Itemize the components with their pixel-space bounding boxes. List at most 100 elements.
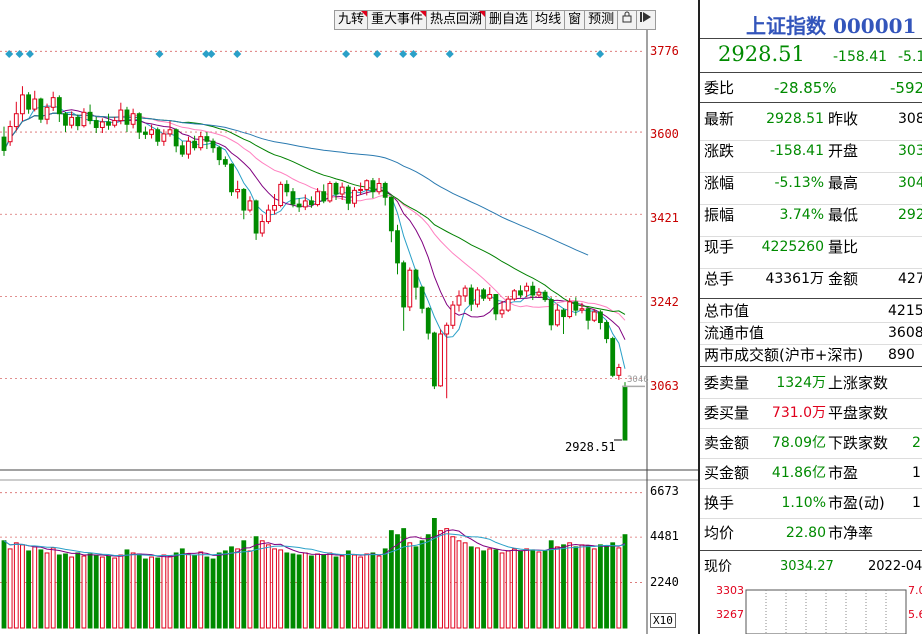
candle[interactable] [149, 124, 154, 139]
candle[interactable] [407, 267, 413, 312]
candle[interactable] [216, 145, 222, 166]
event-marker[interactable] [25, 50, 34, 58]
toolbar-major-events[interactable]: 重大事件 [367, 10, 428, 30]
candle[interactable] [530, 281, 536, 301]
toolbar-moving-average[interactable]: 均线 [531, 10, 566, 30]
candle[interactable] [579, 302, 585, 314]
toolbar-window[interactable]: 窗 [564, 10, 586, 30]
lock-icon[interactable] [617, 10, 638, 30]
candle[interactable] [272, 194, 277, 215]
candle[interactable] [87, 104, 93, 125]
candle[interactable] [542, 289, 548, 302]
candle[interactable] [364, 179, 370, 196]
candle[interactable] [173, 128, 179, 153]
candle[interactable] [192, 135, 198, 151]
candle[interactable] [370, 177, 376, 199]
event-marker[interactable] [373, 50, 382, 58]
candle[interactable] [7, 120, 13, 146]
candle[interactable] [468, 284, 474, 312]
candle[interactable] [554, 304, 560, 327]
candle[interactable] [229, 163, 234, 196]
candle[interactable] [327, 181, 333, 203]
candle[interactable] [536, 288, 542, 298]
candle[interactable] [167, 121, 173, 137]
event-marker[interactable] [5, 50, 14, 58]
candle[interactable] [75, 114, 81, 131]
candle[interactable] [198, 132, 204, 151]
candle[interactable] [388, 196, 394, 243]
candle[interactable] [548, 297, 554, 331]
candle[interactable] [431, 331, 437, 390]
candle[interactable] [597, 310, 603, 330]
toolbar-jiuzhuan[interactable]: 九转 [334, 10, 369, 30]
candle[interactable] [20, 86, 25, 122]
candle[interactable] [401, 260, 407, 331]
candle[interactable] [573, 297, 579, 316]
candle[interactable] [204, 132, 210, 150]
candle[interactable] [358, 182, 364, 195]
candle[interactable] [444, 322, 450, 399]
candle[interactable] [106, 113, 111, 130]
candle[interactable] [26, 92, 32, 114]
candle[interactable] [315, 188, 320, 207]
candle[interactable] [524, 282, 530, 298]
candle[interactable] [32, 90, 38, 112]
event-marker[interactable] [233, 50, 242, 58]
event-marker[interactable] [409, 50, 418, 58]
event-marker[interactable] [155, 50, 164, 58]
candle[interactable] [382, 181, 388, 206]
candle[interactable] [38, 97, 44, 123]
candle[interactable] [413, 268, 419, 300]
candle[interactable] [210, 138, 216, 153]
candle[interactable] [63, 111, 68, 133]
candle[interactable] [309, 196, 314, 208]
candle[interactable] [130, 108, 136, 129]
candle[interactable] [438, 329, 443, 387]
candle[interactable] [302, 194, 308, 211]
candle[interactable] [505, 295, 511, 312]
candle[interactable] [518, 285, 523, 298]
candle[interactable] [481, 288, 486, 301]
candle[interactable] [333, 181, 339, 200]
candle[interactable] [124, 106, 130, 133]
candle[interactable] [186, 136, 191, 159]
candle[interactable] [321, 184, 327, 204]
candle[interactable] [499, 300, 505, 318]
event-marker[interactable] [207, 50, 216, 58]
candle[interactable] [253, 199, 259, 240]
candle[interactable] [376, 177, 382, 195]
candle[interactable] [235, 180, 241, 199]
candle[interactable] [265, 204, 271, 224]
candle[interactable] [179, 141, 185, 157]
candle[interactable] [493, 294, 499, 321]
candle[interactable] [487, 287, 493, 301]
candle[interactable] [241, 188, 247, 220]
event-marker[interactable] [15, 50, 24, 58]
candle[interactable] [339, 182, 345, 200]
candle[interactable] [136, 112, 142, 139]
candle[interactable] [567, 298, 573, 319]
event-marker[interactable] [596, 50, 605, 58]
candle[interactable] [161, 129, 167, 146]
candle[interactable] [395, 224, 400, 275]
candle[interactable] [118, 102, 124, 125]
event-marker[interactable] [202, 50, 211, 58]
candle[interactable] [290, 188, 296, 208]
play-right-icon[interactable] [636, 10, 657, 30]
candle[interactable] [44, 103, 50, 125]
candle[interactable] [475, 287, 480, 308]
candle[interactable] [93, 116, 99, 133]
candle[interactable] [56, 95, 62, 122]
candle[interactable] [345, 184, 351, 211]
candle[interactable] [425, 306, 431, 340]
candle[interactable] [284, 180, 290, 197]
toolbar-remove-favorite[interactable]: 删自选 [485, 10, 533, 30]
candle[interactable] [296, 198, 302, 212]
candle[interactable] [462, 285, 468, 302]
candle[interactable] [591, 309, 597, 323]
candle[interactable] [352, 187, 357, 208]
candle[interactable] [450, 300, 456, 329]
candle[interactable] [1, 126, 7, 156]
candle[interactable] [622, 382, 628, 441]
kline-chart[interactable] [0, 0, 698, 634]
